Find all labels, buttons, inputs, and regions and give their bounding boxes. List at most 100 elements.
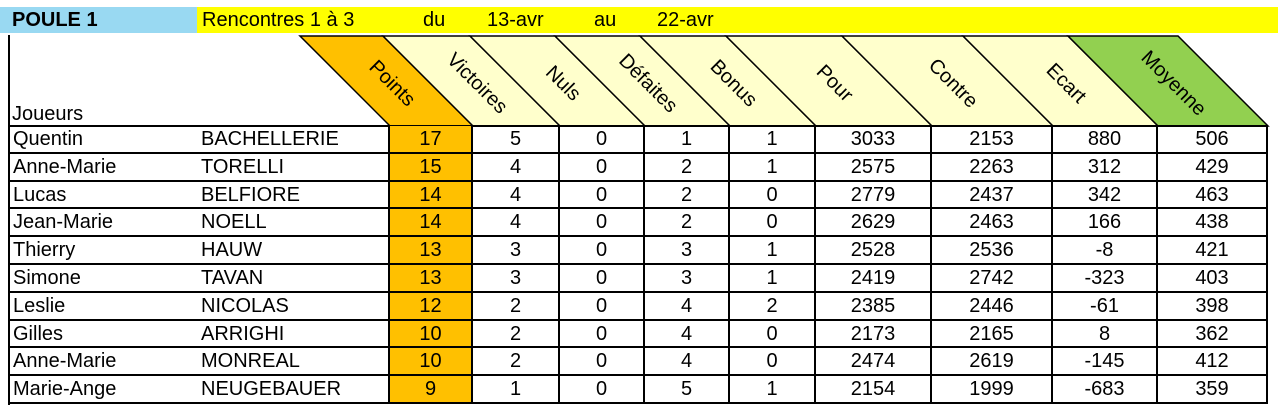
- cell-nuls: 0: [560, 320, 645, 349]
- cell-nuls: 0: [560, 237, 645, 265]
- cell-défaites: 2: [645, 181, 730, 210]
- cell-défaites: 4: [645, 320, 730, 349]
- cell-bonus: 1: [730, 237, 816, 265]
- cell-moyenne: 421: [1158, 237, 1268, 265]
- cell-victoires: 2: [473, 348, 560, 377]
- cell-pour: 2779: [816, 181, 932, 210]
- first-name-cell: Jean-Marie: [9, 209, 197, 238]
- cell-ecart: 880: [1053, 126, 1158, 154]
- first-name-cell: Gilles: [9, 321, 197, 349]
- cell-ecart: 166: [1053, 209, 1158, 238]
- cell-contre: 2619: [932, 348, 1053, 377]
- cell-bonus: 0: [730, 181, 816, 210]
- cell-nuls: 0: [560, 292, 645, 321]
- cell-défaites: 1: [645, 126, 730, 154]
- cell-nuls: 0: [560, 265, 645, 293]
- cell-pour: 2575: [816, 153, 932, 182]
- first-name-cell: Quentin: [9, 126, 197, 154]
- cell-bonus: 0: [730, 209, 816, 238]
- cell-points: 14: [390, 181, 473, 210]
- cell-défaites: 3: [645, 237, 730, 265]
- cell-pour: 2528: [816, 237, 932, 265]
- cell-ecart: -61: [1053, 292, 1158, 321]
- cell-ecart: -8: [1053, 237, 1158, 265]
- cell-contre: 2437: [932, 181, 1053, 210]
- cell-pour: 2419: [816, 265, 932, 293]
- first-name-cell: Lucas: [9, 182, 197, 210]
- cell-pour: 2154: [816, 376, 932, 404]
- cell-victoires: 5: [473, 126, 560, 154]
- to-date: 22-avr: [657, 9, 714, 31]
- cell-nuls: 0: [560, 153, 645, 182]
- cell-points: 12: [390, 292, 473, 321]
- cell-points: 14: [390, 209, 473, 238]
- cell-victoires: 4: [473, 153, 560, 182]
- cell-bonus: 1: [730, 126, 816, 154]
- last-name-cell: BACHELLERIE: [197, 126, 390, 154]
- cell-points: 13: [390, 265, 473, 293]
- last-name-cell: NEUGEBAUER: [197, 376, 390, 404]
- cell-pour: 2173: [816, 320, 932, 349]
- cell-victoires: 2: [473, 292, 560, 321]
- cell-contre: 1999: [932, 376, 1053, 404]
- first-name-cell: Anne-Marie: [9, 154, 197, 182]
- to-label: au: [594, 9, 617, 31]
- cell-nuls: 0: [560, 181, 645, 210]
- from-label: du: [423, 9, 446, 31]
- cell-défaites: 4: [645, 292, 730, 321]
- cell-pour: 2474: [816, 348, 932, 377]
- cell-points: 13: [390, 237, 473, 265]
- cell-ecart: -323: [1053, 265, 1158, 293]
- from-date: 13-avr: [487, 9, 544, 31]
- cell-ecart: 312: [1053, 153, 1158, 182]
- cell-défaites: 4: [645, 348, 730, 377]
- cell-moyenne: 403: [1158, 265, 1268, 293]
- cell-points: 15: [390, 153, 473, 182]
- last-name-cell: NICOLAS: [197, 292, 390, 321]
- first-name-cell: Thierry: [9, 237, 197, 265]
- first-name-cell: Anne-Marie: [9, 348, 197, 377]
- cell-moyenne: 463: [1158, 181, 1268, 210]
- first-name-cell: Marie-Ange: [9, 376, 197, 404]
- rounds-title-cell: [197, 7, 1278, 33]
- cell-moyenne: 359: [1158, 376, 1268, 404]
- cell-bonus: 1: [730, 265, 816, 293]
- cell-victoires: 3: [473, 265, 560, 293]
- cell-pour: 3033: [816, 126, 932, 154]
- cell-ecart: 342: [1053, 181, 1158, 210]
- cell-moyenne: 438: [1158, 209, 1268, 238]
- cell-bonus: 0: [730, 320, 816, 349]
- cell-contre: 2463: [932, 209, 1053, 238]
- last-name-cell: TORELLI: [197, 153, 390, 182]
- cell-bonus: 1: [730, 376, 816, 404]
- last-name-cell: NOELL: [197, 209, 390, 238]
- cell-contre: 2742: [932, 265, 1053, 293]
- cell-ecart: 8: [1053, 320, 1158, 349]
- cell-points: 10: [390, 320, 473, 349]
- cell-bonus: 1: [730, 153, 816, 182]
- table-bottom-border: [9, 402, 390, 404]
- cell-moyenne: 398: [1158, 292, 1268, 321]
- cell-défaites: 3: [645, 265, 730, 293]
- cell-moyenne: 412: [1158, 348, 1268, 377]
- cell-points: 9: [390, 376, 473, 404]
- cell-nuls: 0: [560, 209, 645, 238]
- first-name-cell: Leslie: [9, 293, 197, 321]
- cell-pour: 2629: [816, 209, 932, 238]
- cell-défaites: 5: [645, 376, 730, 404]
- cell-nuls: 0: [560, 126, 645, 154]
- cell-contre: 2536: [932, 237, 1053, 265]
- cell-défaites: 2: [645, 209, 730, 238]
- first-name-cell: Simone: [9, 265, 197, 293]
- cell-victoires: 4: [473, 209, 560, 238]
- cell-points: 17: [390, 126, 473, 154]
- cell-bonus: 0: [730, 348, 816, 377]
- cell-nuls: 0: [560, 376, 645, 404]
- last-name-cell: BELFIORE: [197, 181, 390, 210]
- last-name-cell: ARRIGHI: [197, 320, 390, 349]
- cell-contre: 2446: [932, 292, 1053, 321]
- cell-bonus: 2: [730, 292, 816, 321]
- cell-points: 10: [390, 348, 473, 377]
- last-name-cell: HAUW: [197, 237, 390, 265]
